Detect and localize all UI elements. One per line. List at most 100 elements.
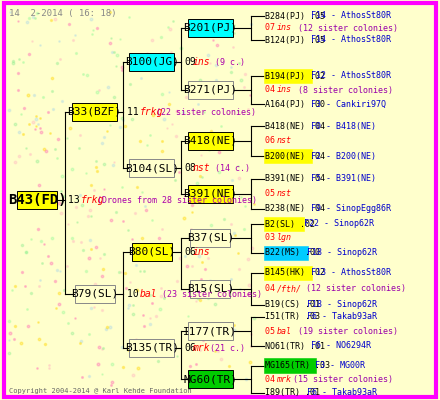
Text: nst: nst xyxy=(276,136,291,145)
Text: (21 c.): (21 c.) xyxy=(205,344,245,352)
Text: frkg: frkg xyxy=(81,195,104,205)
Text: /fth/: /fth/ xyxy=(276,284,301,293)
Text: B100(JG): B100(JG) xyxy=(125,57,179,67)
FancyBboxPatch shape xyxy=(188,185,233,203)
Text: B33(BZF): B33(BZF) xyxy=(68,107,121,117)
FancyBboxPatch shape xyxy=(264,69,312,83)
FancyBboxPatch shape xyxy=(132,243,172,261)
Text: (Drones from 28 sister colonies): (Drones from 28 sister colonies) xyxy=(98,196,257,204)
FancyBboxPatch shape xyxy=(264,217,304,231)
Text: (14 c.): (14 c.) xyxy=(205,164,250,172)
Text: (15 sister colonies): (15 sister colonies) xyxy=(288,375,393,384)
Text: B145(HK) .02: B145(HK) .02 xyxy=(265,268,325,277)
FancyBboxPatch shape xyxy=(188,81,233,99)
Text: mrk: mrk xyxy=(276,375,291,384)
Text: B37(SL): B37(SL) xyxy=(187,233,234,243)
Text: F5 - B391(NE): F5 - B391(NE) xyxy=(312,174,376,183)
Text: B19(CS) .01: B19(CS) .01 xyxy=(265,300,320,309)
Text: 06: 06 xyxy=(265,136,280,145)
Text: B135(TR): B135(TR) xyxy=(125,343,179,353)
Text: F13 - AthosSt80R: F13 - AthosSt80R xyxy=(312,268,391,277)
Text: B124(PJ) .05: B124(PJ) .05 xyxy=(265,36,325,44)
Text: F9 - SinopEgg86R: F9 - SinopEgg86R xyxy=(312,204,391,213)
Text: 10: 10 xyxy=(127,289,144,299)
Text: A164(PJ) .00: A164(PJ) .00 xyxy=(265,100,325,108)
Text: NO61(TR) .01: NO61(TR) .01 xyxy=(265,342,325,350)
FancyBboxPatch shape xyxy=(129,53,174,71)
Text: 09: 09 xyxy=(184,57,196,67)
FancyBboxPatch shape xyxy=(191,280,230,298)
Text: bal: bal xyxy=(139,289,157,299)
Text: I51(TR) .03: I51(TR) .03 xyxy=(265,312,320,321)
Text: (12 sister colonies): (12 sister colonies) xyxy=(296,284,406,293)
Text: I177(TR): I177(TR) xyxy=(183,326,237,336)
Text: F18 - Sinop62R: F18 - Sinop62R xyxy=(308,300,378,309)
Text: ins: ins xyxy=(276,86,291,94)
Text: lgn: lgn xyxy=(276,234,291,242)
FancyBboxPatch shape xyxy=(264,246,308,260)
Text: B80(SL): B80(SL) xyxy=(128,247,176,257)
Text: (9 c.): (9 c.) xyxy=(205,58,245,66)
Text: B271(PJ): B271(PJ) xyxy=(183,85,237,95)
Text: (23 sister colonies): (23 sister colonies) xyxy=(152,290,262,298)
FancyBboxPatch shape xyxy=(18,191,57,209)
FancyBboxPatch shape xyxy=(188,370,233,388)
Text: 04: 04 xyxy=(265,375,280,384)
Text: F0 - B418(NE): F0 - B418(NE) xyxy=(312,122,376,130)
Text: B104(SL): B104(SL) xyxy=(125,163,179,173)
Text: F2 - B200(NE): F2 - B200(NE) xyxy=(312,152,376,160)
Text: 06: 06 xyxy=(184,247,196,257)
Text: 03: 03 xyxy=(265,234,280,242)
Text: B2(SL) .02: B2(SL) .02 xyxy=(265,220,315,228)
FancyBboxPatch shape xyxy=(264,358,315,373)
Text: F14 - AthosSt80R: F14 - AthosSt80R xyxy=(312,36,391,44)
Text: 06: 06 xyxy=(184,343,196,353)
Text: (12 sister colonies): (12 sister colonies) xyxy=(288,24,398,32)
Text: MG60(TR): MG60(TR) xyxy=(183,374,237,384)
Text: ins: ins xyxy=(192,57,210,67)
Text: F14 - AthosSt80R: F14 - AthosSt80R xyxy=(312,12,391,20)
Text: Copyright 2004-2014 @ Karl Kehde Foundation: Copyright 2004-2014 @ Karl Kehde Foundat… xyxy=(9,388,191,394)
Text: (22 sister colonies): (22 sister colonies) xyxy=(156,108,256,116)
FancyBboxPatch shape xyxy=(191,229,230,247)
Text: B15(SL): B15(SL) xyxy=(187,284,234,294)
FancyBboxPatch shape xyxy=(75,285,114,303)
FancyBboxPatch shape xyxy=(72,103,117,121)
Text: frkg: frkg xyxy=(139,107,163,117)
Text: 05: 05 xyxy=(265,327,280,336)
Text: B79(SL): B79(SL) xyxy=(71,289,118,299)
Text: 14  2-2014 ( 16: 18): 14 2-2014 ( 16: 18) xyxy=(9,9,116,18)
Text: B391(NE) .04: B391(NE) .04 xyxy=(265,174,325,183)
FancyBboxPatch shape xyxy=(188,19,233,37)
Text: F22 - Sinop62R: F22 - Sinop62R xyxy=(304,220,374,228)
Text: B418(NE): B418(NE) xyxy=(183,136,237,146)
Text: F12 - AthosSt80R: F12 - AthosSt80R xyxy=(312,72,391,80)
FancyBboxPatch shape xyxy=(129,339,174,357)
Text: B200(NE) .04: B200(NE) .04 xyxy=(265,152,325,160)
FancyBboxPatch shape xyxy=(188,322,233,340)
Text: F6 - Takab93aR: F6 - Takab93aR xyxy=(308,312,378,321)
Text: 11: 11 xyxy=(127,107,144,117)
Text: mrk: mrk xyxy=(192,343,210,353)
Text: B22(MS) .00: B22(MS) .00 xyxy=(265,248,320,257)
FancyBboxPatch shape xyxy=(264,149,312,163)
Text: 13: 13 xyxy=(68,195,86,205)
Text: B418(NE) .04: B418(NE) .04 xyxy=(265,122,325,130)
Text: (8 sister colonies): (8 sister colonies) xyxy=(288,86,393,94)
Text: F18 - Sinop62R: F18 - Sinop62R xyxy=(308,248,378,257)
Text: MG165(TR) .03: MG165(TR) .03 xyxy=(265,361,330,370)
Text: (19 sister colonies): (19 sister colonies) xyxy=(288,327,398,336)
Text: ins: ins xyxy=(276,24,291,32)
Text: B201(PJ): B201(PJ) xyxy=(183,23,237,33)
Text: F6 - Takab93aR: F6 - Takab93aR xyxy=(308,388,378,397)
Text: I89(TR) .01: I89(TR) .01 xyxy=(265,388,320,397)
Text: 04: 04 xyxy=(265,284,280,293)
Text: B284(PJ) .05: B284(PJ) .05 xyxy=(265,12,325,20)
FancyBboxPatch shape xyxy=(129,159,174,177)
Text: ins: ins xyxy=(192,247,210,257)
Text: 05: 05 xyxy=(265,190,280,198)
Text: bal: bal xyxy=(276,327,291,336)
FancyBboxPatch shape xyxy=(188,132,233,150)
Text: B194(PJ) .02: B194(PJ) .02 xyxy=(265,72,325,80)
Text: nst: nst xyxy=(192,163,210,173)
